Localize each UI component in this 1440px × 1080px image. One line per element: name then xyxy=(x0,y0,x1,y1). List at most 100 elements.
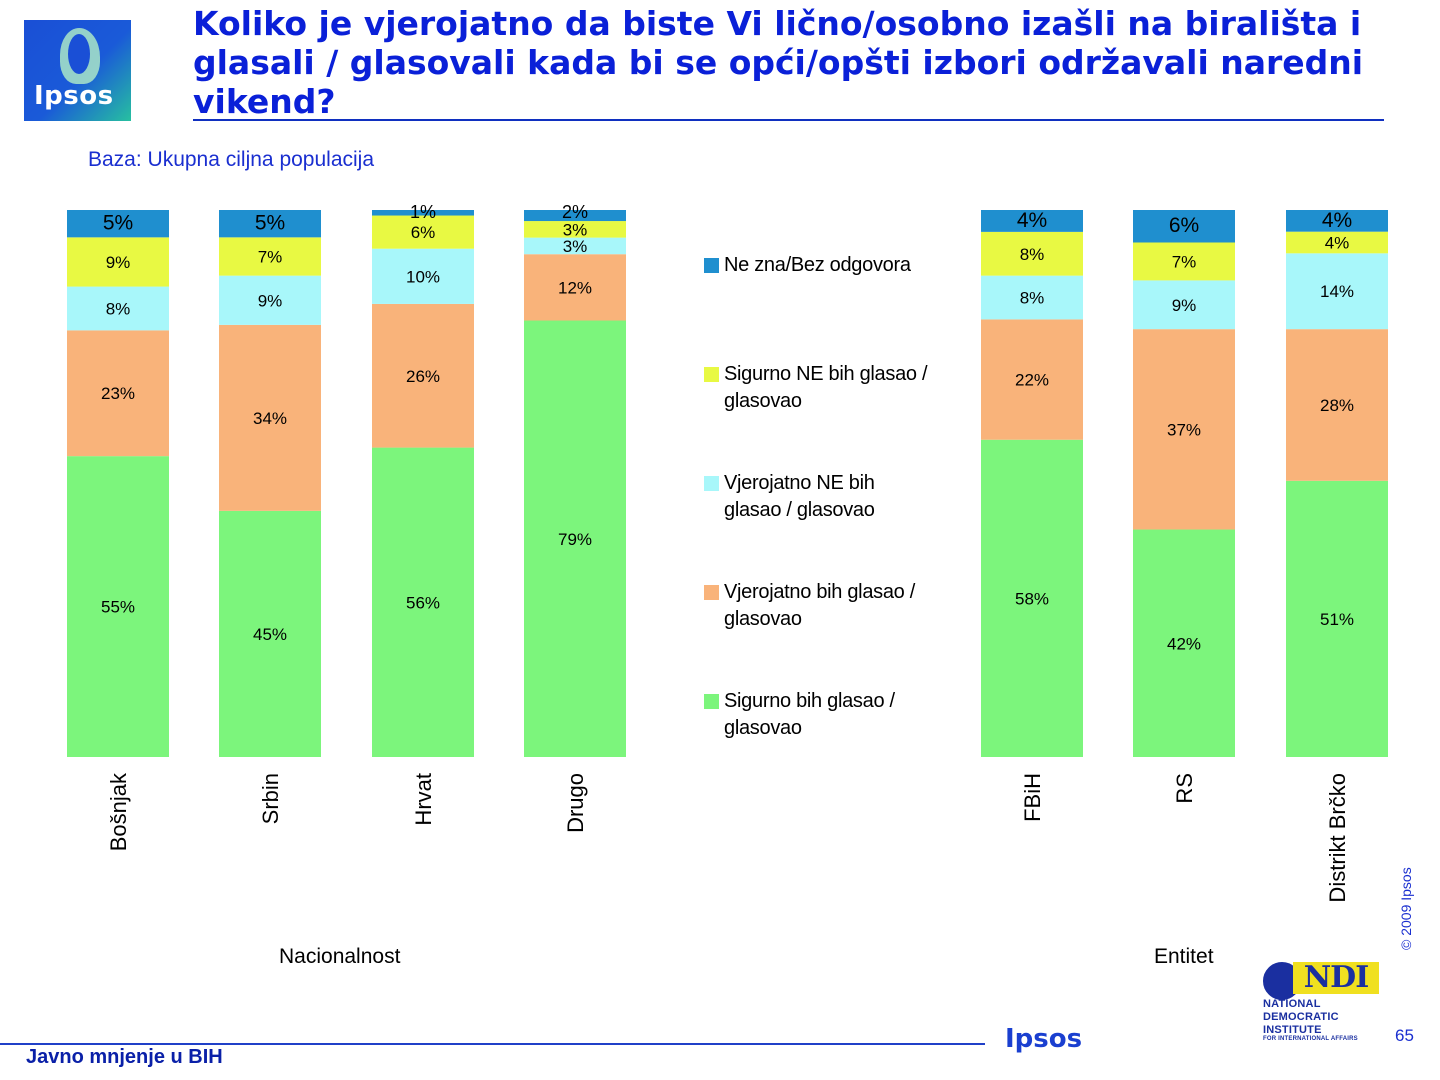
bar-data-label: 4% xyxy=(1017,209,1047,232)
bar-segment xyxy=(1133,210,1235,243)
ipsos-figure-icon xyxy=(60,28,100,84)
bar-data-label: 4% xyxy=(1325,233,1350,252)
bar-segment xyxy=(981,210,1083,232)
bar-data-label: 5% xyxy=(255,212,285,235)
page-number: 65 xyxy=(1395,1026,1414,1045)
bar-data-label: 8% xyxy=(106,299,131,318)
bar-segment xyxy=(1286,231,1388,254)
legend-swatch xyxy=(704,258,719,273)
title-underline xyxy=(193,119,1384,121)
footer-rule xyxy=(0,1043,985,1045)
bar-segment xyxy=(219,275,321,325)
bar-segment xyxy=(1133,280,1235,330)
footer-ipsos-wordmark: Ipsos xyxy=(1005,1024,1083,1054)
bar-segment xyxy=(981,319,1083,440)
bar-segment xyxy=(1286,210,1388,232)
bar-segment xyxy=(1133,329,1235,530)
bar-data-label: 9% xyxy=(106,253,131,272)
bar-data-label: 45% xyxy=(253,625,287,644)
bar-data-label: 8% xyxy=(1020,245,1045,264)
bar-segment xyxy=(1133,529,1235,757)
legend-label: Vjerojatno NE bih glasao / glasovao xyxy=(724,472,875,521)
bar-segment xyxy=(981,439,1083,757)
bar-segment xyxy=(981,231,1083,276)
bar-data-label: 37% xyxy=(1167,420,1201,439)
bar-data-label: 34% xyxy=(253,409,287,428)
bar-segment xyxy=(981,275,1083,320)
bar-segment xyxy=(67,210,169,238)
footer-title: Javno mnjenje u BIH xyxy=(26,1046,223,1068)
category-label: Srbin xyxy=(258,773,283,824)
group-label-entitet: Entitet xyxy=(1154,945,1214,968)
bar-segment xyxy=(67,456,169,757)
bar-segment xyxy=(372,303,474,448)
bar-data-label: 56% xyxy=(406,593,440,612)
bar-data-label: 3% xyxy=(563,237,588,256)
bar-segment xyxy=(219,237,321,276)
category-label: Drugo xyxy=(563,773,588,833)
ndi-line: FOR INTERNATIONAL AFFAIRS xyxy=(1263,1036,1358,1042)
bar-data-label: 2% xyxy=(562,202,588,222)
bar-segment xyxy=(1286,253,1388,330)
legend-label: Sigurno NE bih glasao / glasovao xyxy=(724,363,928,412)
bar-data-label: 23% xyxy=(101,384,135,403)
bar-data-label: 22% xyxy=(1015,371,1049,390)
copyright-note: © 2009 Ipsos xyxy=(1398,867,1414,950)
bar-data-label: 1% xyxy=(410,202,436,222)
bar-data-label: 3% xyxy=(563,220,588,239)
bar-data-label: 55% xyxy=(101,598,135,617)
bar-segment xyxy=(67,237,169,287)
bar-data-label: 9% xyxy=(1172,296,1197,315)
category-label: Hrvat xyxy=(411,773,436,826)
bar-data-label: 42% xyxy=(1167,634,1201,653)
bar-data-label: 10% xyxy=(406,267,440,286)
bar-segment xyxy=(524,320,626,757)
bar-data-label: 7% xyxy=(1172,252,1197,271)
page-title: Koliko je vjerojatno da biste Vi lično/o… xyxy=(193,4,1364,121)
bar-segment xyxy=(372,248,474,304)
bar-data-label: 7% xyxy=(258,247,283,266)
bar-segment xyxy=(524,254,626,321)
base-note: Baza: Ukupna ciljna populacija xyxy=(88,148,375,171)
bar-data-label: 5% xyxy=(103,212,133,235)
category-label: FBiH xyxy=(1020,773,1045,822)
ndi-line: INSTITUTE xyxy=(1263,1024,1322,1036)
bar-segment xyxy=(524,237,626,255)
bar-data-label: 14% xyxy=(1320,282,1354,301)
legend-swatch xyxy=(704,476,719,491)
bar-segment xyxy=(372,447,474,757)
bar-data-label: 6% xyxy=(1169,214,1199,237)
category-label: Bošnjak xyxy=(106,772,131,851)
bar-segment xyxy=(372,210,474,216)
bar-segment xyxy=(1133,242,1235,281)
legend-swatch xyxy=(704,367,719,382)
category-label: RS xyxy=(1172,773,1197,804)
legend-label: Ne zna/Bez odgovora xyxy=(724,254,911,276)
bar-segment xyxy=(372,215,474,249)
bar-data-label: 51% xyxy=(1320,610,1354,629)
group-label-nacionalnost: Nacionalnost xyxy=(279,945,401,968)
bar-segment xyxy=(219,324,321,511)
legend-label: Sigurno bih glasao / glasovao xyxy=(724,690,895,739)
ndi-mark: NDI xyxy=(1293,962,1379,994)
bar-data-label: 9% xyxy=(258,291,283,310)
ndi-logo: NDI NATIONAL DEMOCRATIC INSTITUTE FOR IN… xyxy=(1263,962,1383,1046)
bar-segment xyxy=(67,286,169,331)
legend-label: Vjerojatno bih glasao / glasovao xyxy=(724,581,916,630)
ipsos-logo: Ipsos xyxy=(24,20,131,121)
ndi-line: DEMOCRATIC xyxy=(1263,1011,1339,1023)
category-label: Distrikt Brčko xyxy=(1325,773,1350,903)
bar-segment xyxy=(1286,329,1388,481)
legend-swatch xyxy=(704,585,719,600)
bar-data-label: 79% xyxy=(558,530,592,549)
ipsos-logo-text: Ipsos xyxy=(34,81,114,111)
ndi-line: NATIONAL xyxy=(1263,998,1321,1010)
bar-segment xyxy=(524,221,626,238)
bar-segment xyxy=(219,210,321,238)
legend-swatch xyxy=(704,694,719,709)
bar-data-label: 6% xyxy=(411,223,436,242)
bar-data-label: 58% xyxy=(1015,589,1049,608)
bar-segment xyxy=(524,210,626,222)
bar-data-label: 28% xyxy=(1320,396,1354,415)
